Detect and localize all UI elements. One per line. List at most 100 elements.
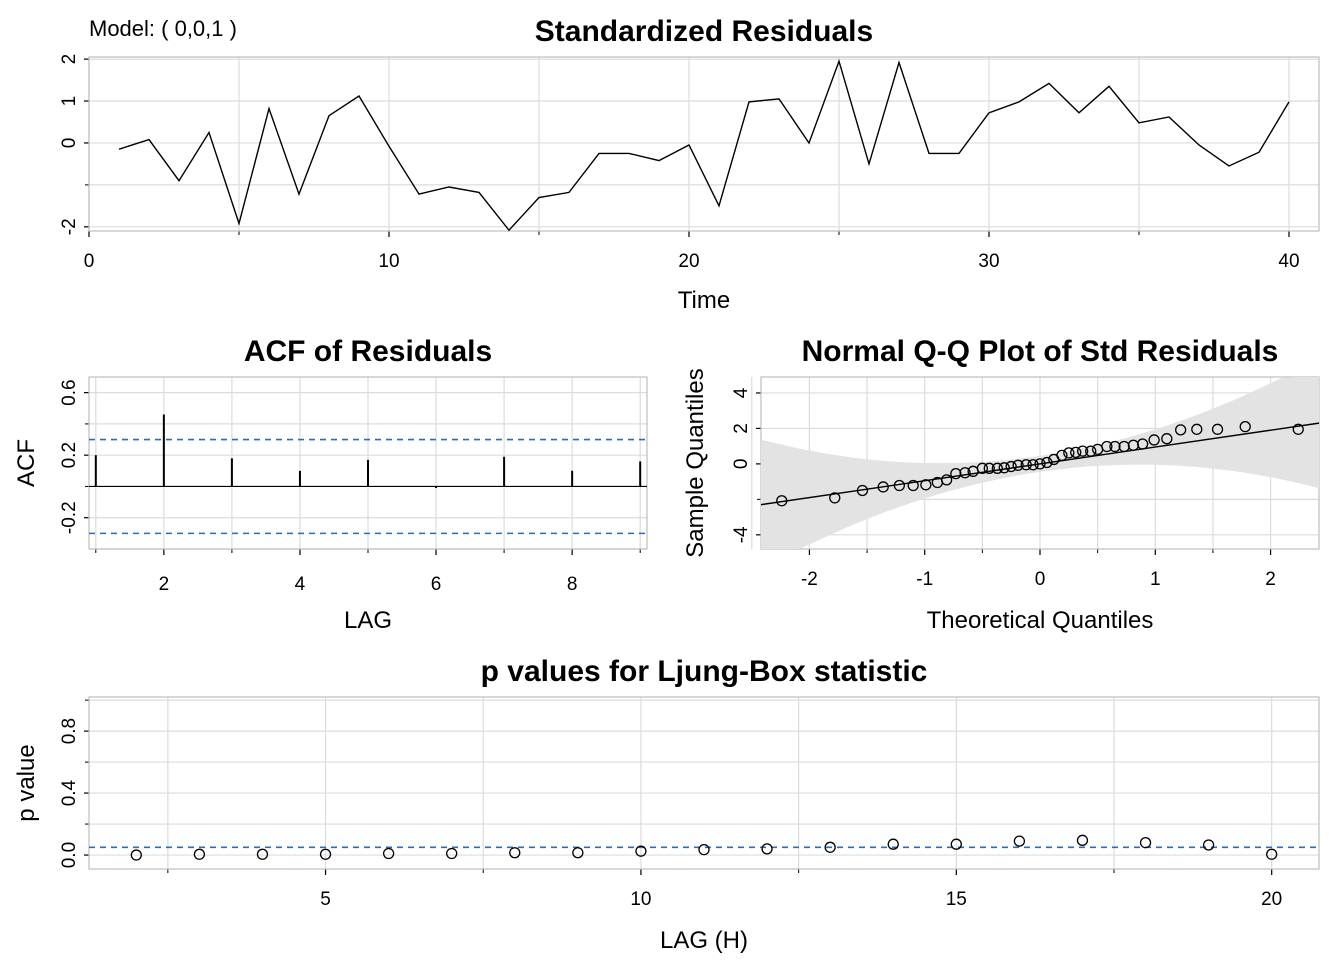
qq-point <box>1027 459 1039 471</box>
ljung_box-ytick-label: 0.8 <box>59 718 80 744</box>
qq-xtick-label: -2 <box>801 569 818 590</box>
ljung-box-point <box>1076 834 1089 846</box>
acf-xtick-label: 8 <box>567 574 578 595</box>
qq-point <box>1175 424 1187 436</box>
qq-point <box>1148 434 1160 446</box>
std-resid-line <box>118 58 1290 232</box>
qq-point <box>1020 459 1032 471</box>
qq-point <box>1063 447 1075 459</box>
acf-xlabel: LAG <box>344 607 392 634</box>
qq-xtick-label: -1 <box>916 569 933 590</box>
ljung-box-point <box>572 847 584 859</box>
model-label: Model: ( 0,0,1 ) <box>89 16 237 41</box>
ljung-box-point <box>1013 835 1026 847</box>
qq-point <box>1034 458 1046 470</box>
qq-point <box>1056 449 1068 462</box>
std_resid-ytick-label: -2 <box>59 218 80 235</box>
ljung-box-point <box>256 848 269 860</box>
acf-ytick-label: 0.2 <box>59 442 80 468</box>
qq-reference-line <box>760 422 1320 506</box>
acf-xtick-label: 4 <box>295 574 306 595</box>
ljung-box-point <box>1139 837 1152 849</box>
qq-point <box>959 467 971 479</box>
acf-xtick-label: 2 <box>159 574 170 595</box>
qq-point <box>907 479 919 492</box>
ljung-box-point <box>698 843 710 856</box>
qq-point <box>1239 420 1251 433</box>
acf-ylabel: ACF <box>13 439 40 487</box>
ljung-box-point <box>193 848 206 860</box>
acf-ytick-label: -0.2 <box>59 501 80 534</box>
qq-xlabel: Theoretical Quantiles <box>927 607 1154 634</box>
qq-point <box>1077 445 1089 457</box>
qq-point <box>1191 423 1203 435</box>
qq-ytick-label: 2 <box>731 423 752 434</box>
std_resid-ytick-label: 1 <box>59 96 80 107</box>
qq-point <box>1211 423 1224 435</box>
qq-title: Normal Q-Q Plot of Std Residuals <box>802 335 1279 368</box>
ljung_box-xtick-label: 10 <box>630 889 651 910</box>
qq-point <box>1041 456 1053 469</box>
ljung-box-point <box>382 847 395 860</box>
qq-point <box>1101 440 1113 453</box>
ljung-box-point <box>446 847 458 860</box>
qq-xtick-label: 1 <box>1150 569 1161 590</box>
std_resid-xlabel: Time <box>678 287 730 314</box>
qq-xtick-label: 0 <box>1035 569 1046 590</box>
acf-plot-border <box>88 376 648 550</box>
std_resid-xtick-label: 0 <box>84 251 95 272</box>
ljung-box-point <box>635 845 647 857</box>
qq-ylabel: Sample Quantiles <box>682 368 709 557</box>
std_resid-xtick-label: 20 <box>678 251 699 272</box>
acf-xtick-label: 6 <box>431 574 442 595</box>
ljung_box-xtick-label: 15 <box>946 889 967 910</box>
qq-point <box>1085 445 1097 457</box>
acf-ytick-label: 0.6 <box>59 379 80 405</box>
ljung-box-point <box>1266 848 1278 860</box>
qq-point <box>983 462 995 474</box>
std_resid-title: Standardized Residuals <box>535 15 873 48</box>
ljung-box-point <box>887 838 899 850</box>
qq-ytick-label: -4 <box>731 526 752 543</box>
ljung_box-xlabel: LAG (H) <box>660 927 748 954</box>
std_resid-ytick-label: 2 <box>59 54 80 65</box>
std_resid-ytick-label: 0 <box>59 138 80 149</box>
qq-point <box>1161 433 1173 445</box>
ljung_box-title: p values for Ljung-Box statistic <box>481 655 928 688</box>
qq-point <box>776 495 788 507</box>
qq-point <box>920 479 932 491</box>
qq-point <box>893 479 905 492</box>
qq-ytick-label: 4 <box>731 387 752 398</box>
std_resid-xtick-label: 30 <box>978 251 999 272</box>
ljung_box-plot-border <box>88 696 1320 870</box>
ljung_box-xtick-label: 20 <box>1261 889 1282 910</box>
std_resid-plot-border <box>88 56 1320 232</box>
qq-point <box>1292 423 1304 435</box>
qq-point <box>940 474 953 486</box>
qq-point <box>1109 440 1121 453</box>
ljung-box-point <box>509 847 521 859</box>
qq-point <box>976 462 989 474</box>
qq-point <box>998 462 1010 474</box>
qq-point <box>1070 446 1082 459</box>
qq-xtick-label: 2 <box>1265 569 1276 590</box>
ljung-box-point <box>130 849 142 861</box>
qq-point <box>856 484 869 497</box>
std_resid-xtick-label: 40 <box>1278 251 1299 272</box>
acf-title: ACF of Residuals <box>244 335 492 368</box>
qq-point <box>829 492 841 504</box>
qq-point <box>991 462 1003 474</box>
ljung_box-ylabel: p value <box>13 744 40 821</box>
qq-point <box>1005 460 1017 473</box>
ljung-box-point <box>824 841 836 853</box>
qq-ytick-label: 0 <box>731 459 752 470</box>
qq-point <box>1012 459 1024 471</box>
qq-point <box>950 467 962 480</box>
qq-point <box>1136 438 1149 450</box>
ljung-box-point <box>950 838 962 850</box>
ljung_box-ytick-label: 0.0 <box>59 842 80 868</box>
ljung_box-xtick-label: 5 <box>320 889 331 910</box>
qq-confidence-band <box>761 377 1319 549</box>
ljung-box-point <box>1202 839 1215 851</box>
